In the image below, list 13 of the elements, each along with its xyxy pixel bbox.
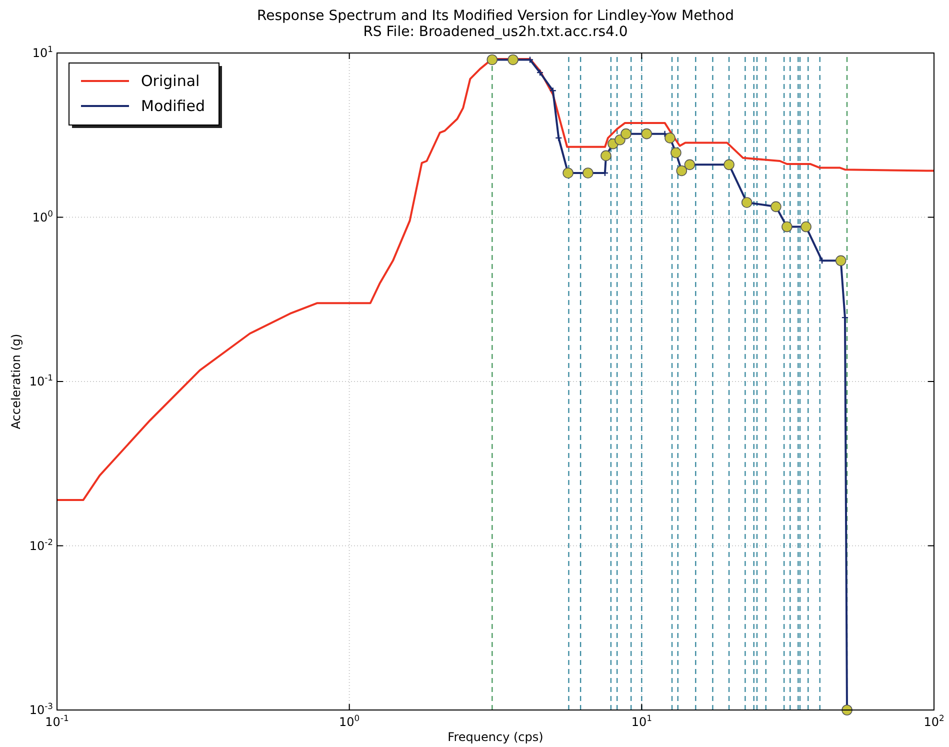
y-tick-label: 10$^{-2}$ <box>29 536 53 553</box>
legend-label: Original <box>141 72 200 90</box>
x-tick-label: 10$^{2}$ <box>924 713 944 729</box>
y-tick-label: 10$^{0}$ <box>32 208 53 224</box>
chart-title: Response Spectrum and Its Modified Version for Lindley-Yow Method <box>257 8 734 24</box>
chart-subtitle: RS File: Broadened_us2h.txt.acc.rs4.0 <box>363 24 628 40</box>
x-axis-title: Frequency (cps) <box>448 730 544 744</box>
x-tick-label: 10$^{1}$ <box>631 713 652 729</box>
x-tick-label: 10$^{0}$ <box>339 713 360 729</box>
y-axis-title: Acceleration (g) <box>9 334 23 430</box>
legend-label: Modified <box>141 97 206 115</box>
y-tick-label: 10$^{1}$ <box>32 44 53 60</box>
y-tick-label: 10$^{-1}$ <box>29 372 53 388</box>
